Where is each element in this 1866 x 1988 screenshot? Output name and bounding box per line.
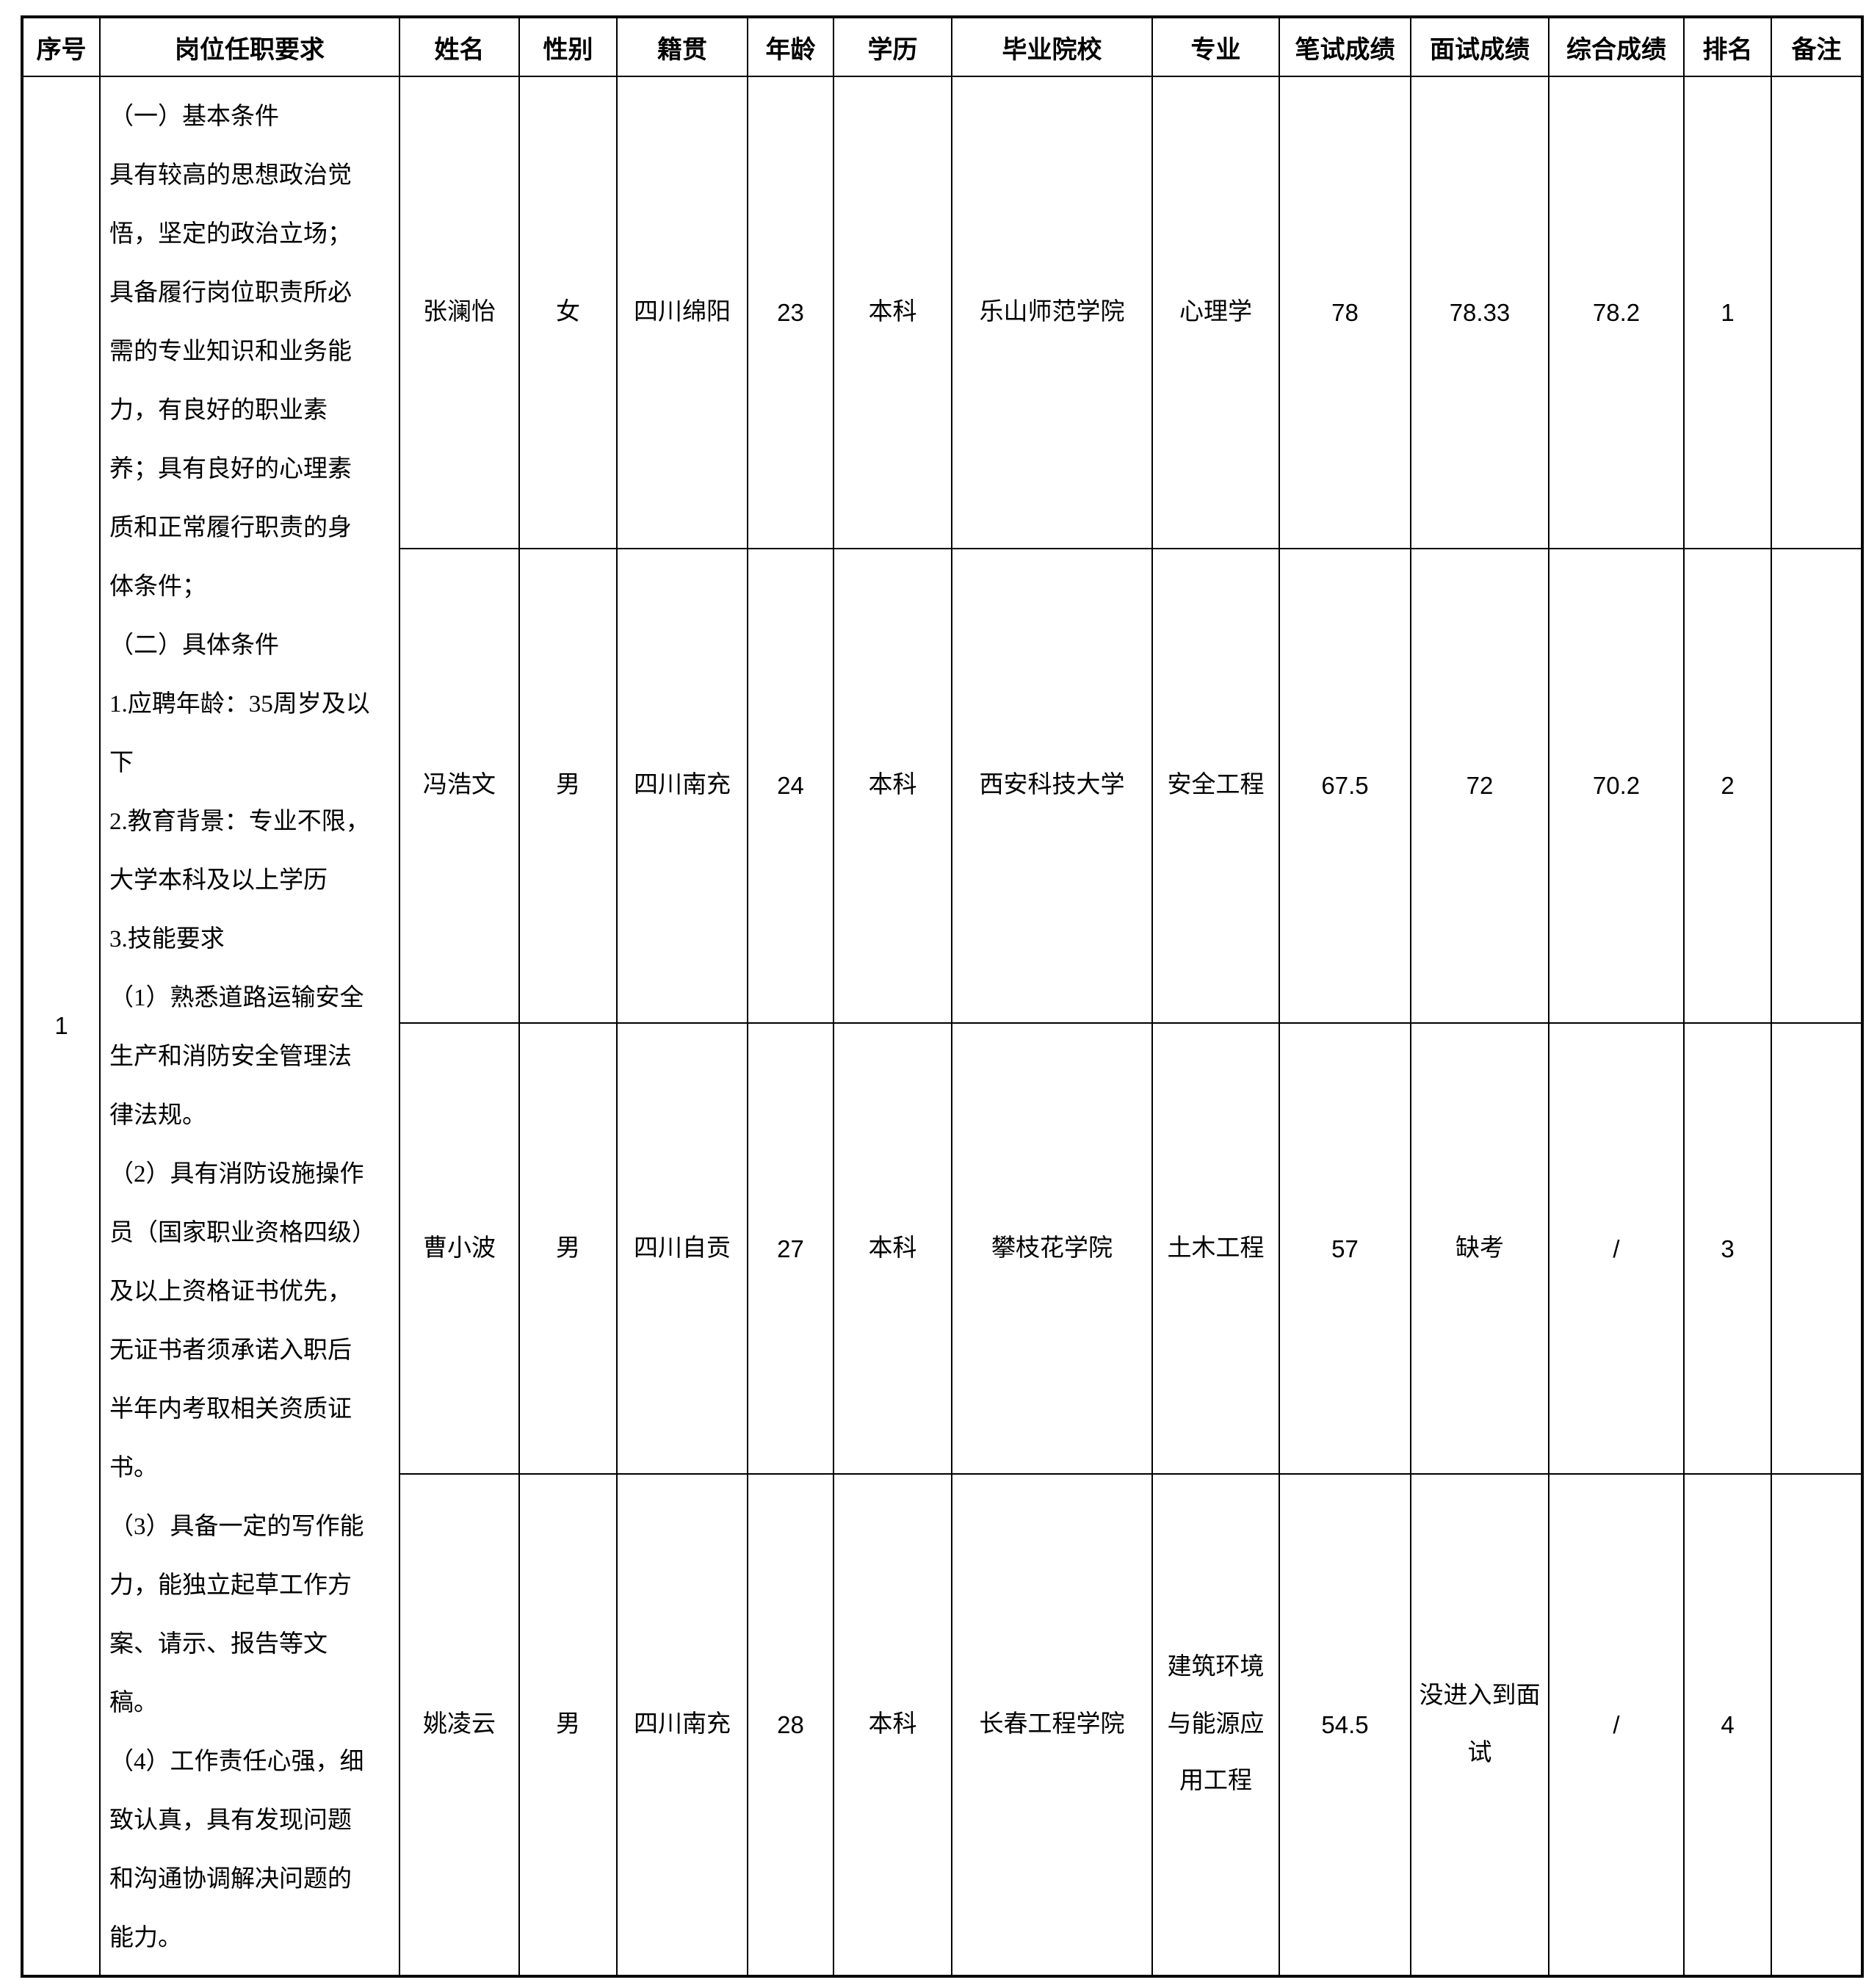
col-header-education: 学历: [833, 16, 952, 77]
name-cell: 曹小波: [399, 1022, 520, 1475]
requirement-paragraph: （2）具有消防设施操作员（国家职业资格四级）及以上资格证书优先，无证书者须承诺入…: [109, 1161, 364, 1481]
gender-cell: 男: [518, 1473, 618, 1977]
candidate-row-1: 1 （一）基本条件 具有较高的思想政治觉悟，坚定的政治立场；具备履行岗位职责所必…: [21, 76, 1863, 1977]
col-header-major: 专业: [1151, 16, 1280, 77]
overall-score-cell: /: [1548, 1473, 1685, 1977]
requirement-paragraph: （二）具体条件: [109, 632, 279, 659]
gender-cell: 男: [518, 1022, 618, 1475]
written-score-cell: 67.5: [1279, 547, 1411, 1024]
recruitment-results-table: 序号 岗位任职要求 姓名 性别 籍贯 年龄 学历 毕业院校 专业 笔试成绩 面试…: [21, 15, 1864, 1978]
col-header-name: 姓名: [399, 16, 520, 77]
serial-cell: 1: [21, 76, 101, 1977]
gender-cell: 男: [518, 547, 618, 1024]
native-place-cell: 四川南充: [616, 547, 748, 1024]
overall-score-cell: 78.2: [1548, 76, 1685, 549]
name-cell: 张澜怡: [399, 76, 520, 549]
interview-score-cell: 没进入到面试: [1410, 1473, 1549, 1977]
remark-cell: [1771, 1022, 1863, 1475]
education-cell: 本科: [833, 1473, 952, 1977]
school-cell: 西安科技大学: [951, 547, 1153, 1024]
requirement-paragraph: 具有较高的思想政治觉悟，坚定的政治立场；具备履行岗位职责所必需的专业知识和业务能…: [109, 162, 352, 600]
overall-score-cell: 70.2: [1548, 547, 1685, 1024]
age-cell: 24: [747, 547, 834, 1024]
written-score-cell: 54.5: [1279, 1473, 1411, 1977]
age-cell: 28: [747, 1473, 834, 1977]
interview-score-cell: 72: [1410, 547, 1549, 1024]
remark-cell: [1771, 1473, 1863, 1977]
interview-score-cell: 78.33: [1410, 76, 1549, 549]
education-cell: 本科: [833, 76, 952, 549]
header-row: 序号 岗位任职要求 姓名 性别 籍贯 年龄 学历 毕业院校 专业 笔试成绩 面试…: [21, 16, 1863, 77]
col-header-written-score: 笔试成绩: [1279, 16, 1411, 77]
major-cell: 安全工程: [1151, 547, 1280, 1024]
major-cell: 心理学: [1151, 76, 1280, 549]
major-cell: 建筑环境与能源应用工程: [1151, 1473, 1280, 1977]
rank-cell: 2: [1683, 547, 1772, 1024]
name-cell: 冯浩文: [399, 547, 520, 1024]
age-cell: 23: [747, 76, 834, 549]
col-header-age: 年龄: [747, 16, 834, 77]
col-header-rank: 排名: [1683, 16, 1772, 77]
requirement-paragraph: 3.技能要求: [109, 926, 225, 953]
col-header-gender: 性别: [518, 16, 618, 77]
remark-cell: [1771, 547, 1863, 1024]
rank-cell: 3: [1683, 1022, 1772, 1475]
requirement-paragraph: 1.应聘年龄：35周岁及以下: [109, 691, 370, 776]
col-header-overall-score: 综合成绩: [1548, 16, 1685, 77]
major-cell: 土木工程: [1151, 1022, 1280, 1475]
remark-cell: [1771, 76, 1863, 549]
col-header-native-place: 籍贯: [616, 16, 748, 77]
candidate-row-3: 曹小波 男 四川自贡 27 本科 攀枝花学院 土木工程 57 缺考 / 3: [22, 1022, 1863, 1475]
col-header-requirements: 岗位任职要求: [99, 16, 400, 77]
school-cell: 乐山师范学院: [951, 76, 1153, 549]
written-score-cell: 57: [1279, 1022, 1411, 1475]
requirement-paragraph: （4）工作责任心强，细致认真，具有发现问题和沟通协调解决问题的能力。: [109, 1749, 364, 1951]
candidate-row-2: 冯浩文 男 四川南充 24 本科 西安科技大学 安全工程 67.5 72 70.…: [22, 547, 1863, 1024]
school-cell: 攀枝花学院: [951, 1022, 1153, 1475]
name-cell: 姚凌云: [399, 1473, 520, 1977]
requirements-cell: （一）基本条件 具有较高的思想政治觉悟，坚定的政治立场；具备履行岗位职责所必需的…: [99, 76, 400, 1977]
age-cell: 27: [747, 1022, 834, 1475]
education-cell: 本科: [833, 1022, 952, 1475]
candidate-row-4: 姚凌云 男 四川南充 28 本科 长春工程学院 建筑环境与能源应用工程 54.5…: [22, 1473, 1863, 1977]
school-cell: 长春工程学院: [951, 1473, 1153, 1977]
written-score-cell: 78: [1279, 76, 1411, 549]
col-header-school: 毕业院校: [951, 16, 1153, 77]
col-header-serial: 序号: [21, 16, 101, 77]
requirement-paragraph: （一）基本条件: [109, 104, 279, 130]
requirement-paragraph: （3）具备一定的写作能力，能独立起草工作方案、请示、报告等文稿。: [109, 1514, 364, 1716]
overall-score-cell: /: [1548, 1022, 1685, 1475]
requirement-paragraph: （1）熟悉道路运输安全生产和消防安全管理法律法规。: [109, 985, 364, 1129]
requirement-paragraph: 2.教育背景：专业不限，大学本科及以上学历: [109, 809, 370, 894]
native-place-cell: 四川绵阳: [616, 76, 748, 549]
native-place-cell: 四川南充: [616, 1473, 748, 1977]
col-header-interview-score: 面试成绩: [1410, 16, 1549, 77]
gender-cell: 女: [518, 76, 618, 549]
native-place-cell: 四川自贡: [616, 1022, 748, 1475]
rank-cell: 4: [1683, 1473, 1772, 1977]
interview-score-cell: 缺考: [1410, 1022, 1549, 1475]
education-cell: 本科: [833, 547, 952, 1024]
rank-cell: 1: [1683, 76, 1772, 549]
col-header-remark: 备注: [1771, 16, 1863, 77]
